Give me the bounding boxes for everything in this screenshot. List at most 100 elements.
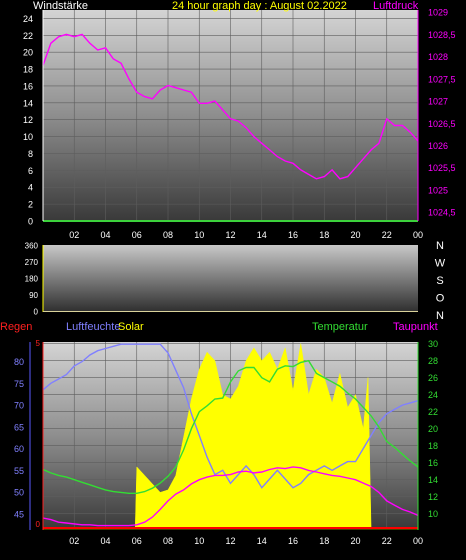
compass-letter: N [436,240,444,252]
humidity-tick-label: 45 [14,509,24,519]
pressure-tick-label: 1024,5 [428,208,456,218]
x-tick-label: 18 [319,536,329,546]
direction-tick-label: 180 [25,275,39,284]
x-tick-label: 00 [413,536,423,546]
x-tick-label: 20 [350,230,360,240]
x-tick-label: 06 [132,536,142,546]
humidity-tick-label: 65 [14,422,24,432]
x-tick-label: 16 [288,230,298,240]
direction-tick-label: 90 [29,291,38,300]
x-tick-label: 06 [132,230,142,240]
x-tick-label: 02 [69,536,79,546]
series-area-solar [42,343,419,530]
x-tick-label: 10 [194,230,204,240]
rain-tick-labels: 05 [36,339,41,529]
pressure-grid [43,10,419,222]
series-line-luftdruck [42,33,419,180]
humidity-tick-label: 70 [14,401,24,411]
wind-tick-label: 14 [23,98,33,108]
pressure-lines [42,33,419,222]
chart-title: 24 hour graph day : August 02.2022 [172,0,347,12]
humidity-tick-label: 55 [14,466,24,476]
x-tick-label: 14 [257,230,267,240]
compass-letter: S [436,275,443,287]
x-tick-label: 22 [382,230,392,240]
wind-direction-plot-area [43,245,418,312]
x-tick-label: 18 [319,230,329,240]
wind-tick-label: 22 [23,31,33,41]
x-tick-label: 22 [382,536,392,546]
x-tick-label: 04 [100,230,110,240]
pressure-label: Luftdruck [373,0,419,12]
wind-tick-label: 4 [28,183,33,193]
temperature-label: Temperatur [312,321,368,333]
temperature-tick-label: 12 [428,492,438,502]
direction-tick-label: 270 [25,258,39,267]
x-tick-label: 00 [413,230,423,240]
temperature-tick-label: 28 [428,356,438,366]
climate-x-tick-labels: 02 04 06 08 10 12 14 16 18 20 22 00 [69,536,423,546]
direction-tick-label: 360 [25,242,39,251]
pressure-tick-label: 1028,5 [428,30,456,40]
pressure-tick-label: 1026 [428,141,448,151]
x-tick-label: 14 [257,536,267,546]
wind-tick-label: 18 [23,65,33,75]
temperature-tick-label: 18 [428,441,438,451]
climate-lines [42,343,419,530]
direction-tick-label: 0 [34,308,39,317]
dewpoint-label: Taupunkt [393,321,438,333]
humidity-tick-label: 50 [14,488,24,498]
humidity-tick-label: 80 [14,357,24,367]
pressure-tick-label: 1028 [428,52,448,62]
wind-tick-label: 10 [23,132,33,142]
pressure-tick-label: 1027,5 [428,74,456,84]
wind-tick-label: 2 [28,200,33,210]
temperature-tick-label: 24 [428,390,438,400]
wind-tick-label: 24 [23,14,33,24]
pressure-tick-label: 1025,5 [428,163,456,173]
wind-tick-label: 16 [23,81,33,91]
x-tick-label: 16 [288,536,298,546]
x-tick-label: 12 [225,536,235,546]
temperature-tick-label: 16 [428,458,438,468]
pressure-tick-label: 1027 [428,97,448,107]
temperature-tick-label: 20 [428,424,438,434]
compass-letter: N [436,310,444,322]
x-tick-label: 04 [100,536,110,546]
pressure-tick-label: 1029 [428,8,448,18]
wind-tick-label: 20 [23,48,33,58]
pressure-tick-label: 1025 [428,185,448,195]
temperature-tick-label: 14 [428,475,438,485]
series-line-taupunkt [42,466,419,527]
series-line-luftfeuchte [42,343,419,489]
rain-tick-label: 0 [36,520,41,529]
series-line-temperatur [42,359,419,494]
x-tick-label: 20 [350,536,360,546]
wind-tick-label: 12 [23,115,33,125]
x-tick-label: 12 [225,230,235,240]
humidity-tick-label: 75 [14,379,24,389]
x-tick-label: 08 [163,536,173,546]
pressure-x-tick-labels: 02 04 06 08 10 12 14 16 18 20 22 00 [69,230,423,240]
solar-label: Solar [118,321,144,333]
compass-letter: W [435,258,446,270]
wind-label: Windstärke [33,0,88,12]
temperature-tick-label: 10 [428,509,438,519]
wind-tick-label: 0 [28,217,33,227]
compass-letter: O [436,293,445,305]
temperature-tick-label: 26 [428,373,438,383]
pressure-tick-labels: 1024,5 1025 1025,5 1026 1026,5 1027 1027,5 1028… [428,8,456,218]
humidity-tick-label: 60 [14,444,24,454]
wind-tick-label: 6 [28,166,33,176]
temperature-tick-label: 30 [428,339,438,349]
rain-label: Regen [0,321,32,333]
x-tick-label: 02 [69,230,79,240]
x-tick-label: 08 [163,230,173,240]
pressure-tick-label: 1026,5 [428,119,456,129]
humidity-tick-labels: 45 50 55 60 65 70 75 80 [14,357,24,519]
